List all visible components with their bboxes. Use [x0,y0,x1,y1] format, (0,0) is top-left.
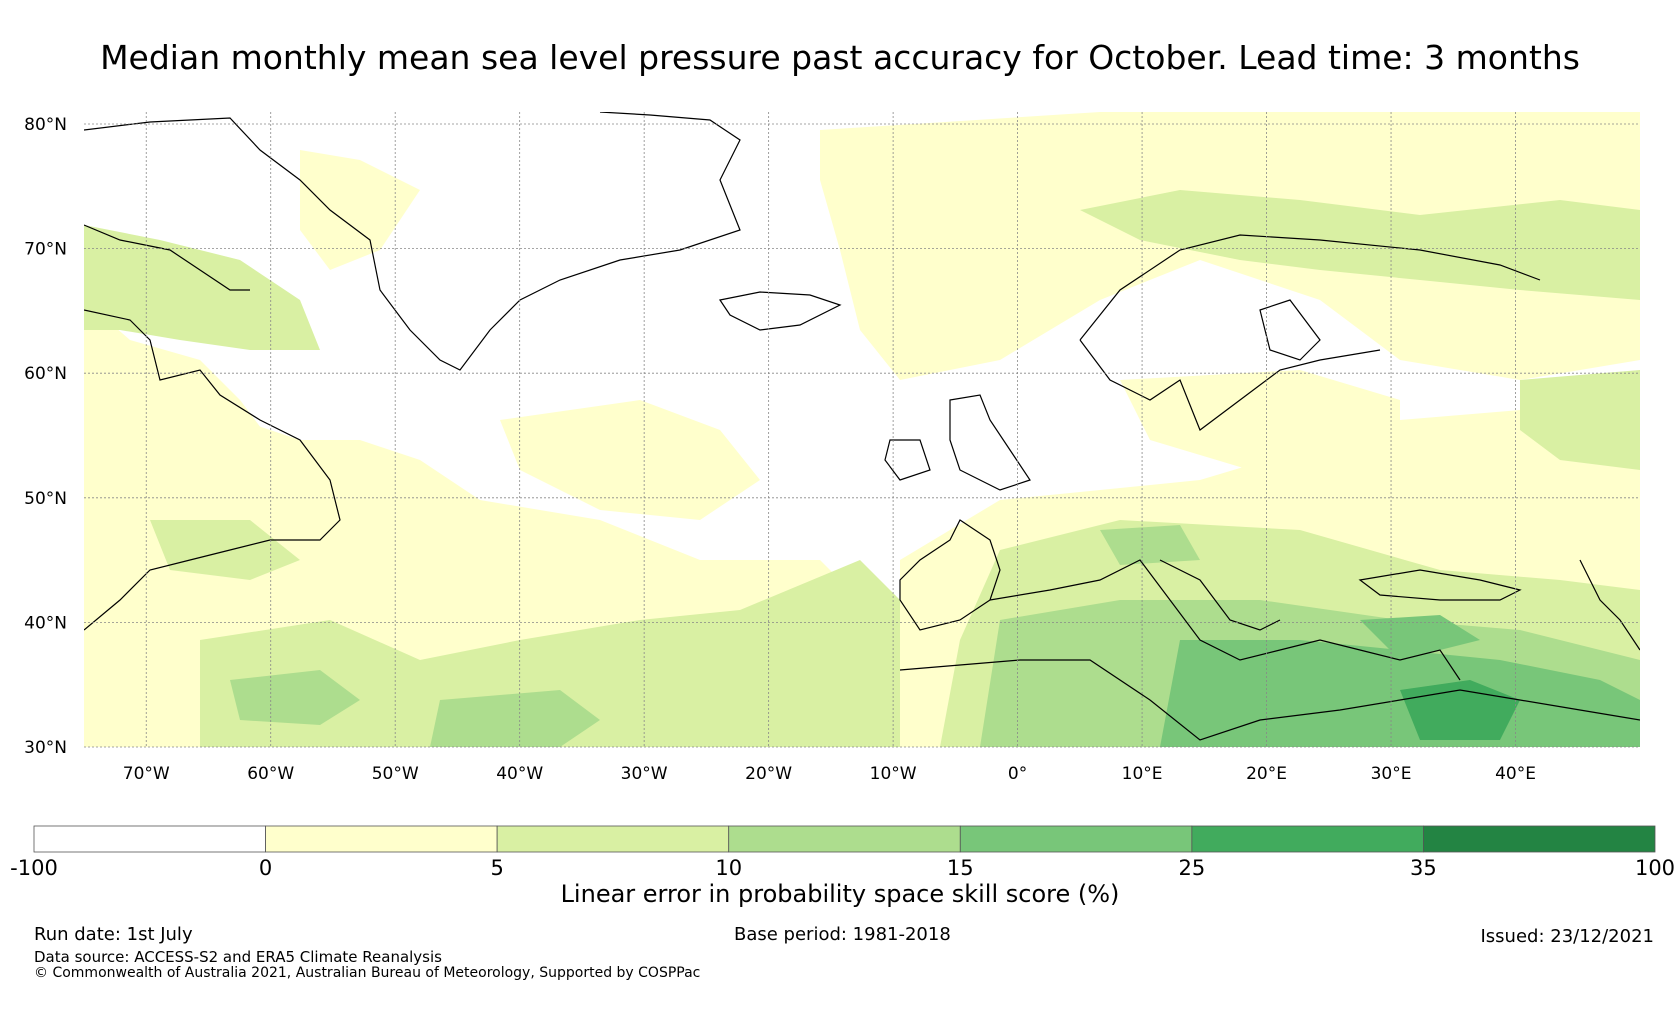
lon-tick-label: 20°E [1246,764,1287,784]
latitude-labels: 80°N 70°N 60°N 50°N 40°N 30°N [24,115,67,758]
copyright-notice: © Commonwealth of Australia 2021, Austra… [34,965,701,981]
colorbar-tick-label: 35 [1410,856,1437,880]
lon-tick-label: 0° [1008,764,1027,784]
lon-tick-label: 40°W [496,764,543,784]
lat-tick-label: 70°N [24,240,67,260]
lon-tick-label: 30°W [621,764,668,784]
colorbar-bin [33,825,266,853]
lon-tick-label: 10°W [870,764,917,784]
run-date: Run date: 1st July [34,924,193,945]
colorbar-tick-label: 100 [1635,856,1675,880]
lat-tick-label: 60°N [24,364,67,384]
lon-tick-label: 30°E [1371,764,1412,784]
lon-tick-label: 40°E [1495,764,1536,784]
graticule [84,112,1640,748]
colorbar-boxes [33,825,1656,853]
skill-fields [84,112,1640,747]
lon-tick-label: 60°W [247,764,294,784]
colorbar-bin [959,825,1193,853]
map-title: Median monthly mean sea level pressure p… [100,38,1580,77]
colorbar-tick-label: 5 [490,856,503,880]
colorbar-tick-label: 0 [259,856,272,880]
lon-tick-label: 20°W [745,764,792,784]
colorbar-tick-label: 15 [947,856,974,880]
lon-tick-label: 50°W [372,764,419,784]
colorbar-bin [1191,825,1424,853]
lon-tick-label: 70°W [123,764,170,784]
colorbar-label: Linear error in probability space skill … [560,880,1120,908]
data-source: Data source: ACCESS-S2 and ERA5 Climate … [34,948,442,966]
colorbar-tick-label: 25 [1178,856,1205,880]
coastlines [84,112,1640,741]
longitude-labels: 70°W 60°W 50°W 40°W 30°W 20°W 10°W 0° 10°E 20°E 30… [123,764,1536,784]
colorbar-tick-labels: -100 0 5 10 15 25 35 100 [10,856,1675,880]
colorbar-tick-label: 10 [715,856,742,880]
colorbar-tick-label: -100 [10,856,58,880]
issued-date: Issued: 23/12/2021 [1480,926,1654,947]
lat-tick-label: 40°N [24,613,67,633]
lat-tick-label: 30°N [24,738,67,758]
base-period: Base period: 1981-2018 [734,924,951,945]
colorbar-bin [1423,825,1656,853]
lat-tick-label: 80°N [24,115,67,135]
colorbar-bin [265,825,498,853]
lon-tick-label: 10°E [1122,764,1163,784]
lat-tick-label: 50°N [24,489,67,509]
colorbar-bin [496,825,730,853]
colorbar-bin [728,825,961,853]
